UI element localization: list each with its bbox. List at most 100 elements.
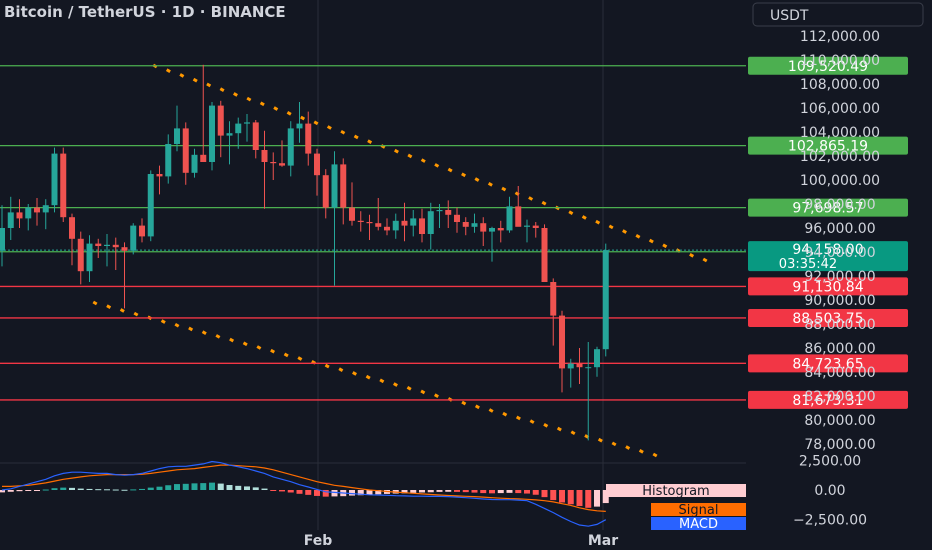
candle-body[interactable]	[139, 225, 145, 237]
candle-body[interactable]	[69, 217, 75, 239]
candle-body[interactable]	[261, 150, 268, 162]
candle-body[interactable]	[279, 163, 285, 166]
price-tick-label: 84,000.00	[804, 365, 875, 381]
candle-body[interactable]	[112, 244, 119, 248]
candle-body[interactable]	[506, 206, 513, 231]
price-tick-label: 100,000.00	[800, 173, 880, 189]
candle-body[interactable]	[419, 218, 425, 234]
level-price-badge	[748, 390, 908, 409]
candle-body[interactable]	[60, 153, 67, 218]
currency-button-label[interactable]: USDT	[770, 8, 809, 24]
candle-body[interactable]	[471, 223, 478, 227]
candle-body[interactable]	[550, 282, 557, 316]
candle-body[interactable]	[410, 218, 417, 226]
candle-body[interactable]	[340, 164, 347, 208]
candle-body[interactable]	[602, 250, 609, 350]
candle-body[interactable]	[392, 220, 399, 231]
channel-dot	[420, 389, 426, 395]
macd-histogram-bar	[602, 490, 609, 504]
candle-body[interactable]	[226, 133, 233, 136]
candle-body[interactable]	[7, 212, 14, 228]
candle-body[interactable]	[401, 220, 408, 226]
candle-body[interactable]	[200, 154, 207, 162]
time-axis[interactable]: Feb Mar	[304, 533, 618, 549]
candle-body[interactable]	[25, 207, 32, 219]
macd-histogram-bar	[524, 490, 530, 494]
candle-body[interactable]	[436, 210, 443, 212]
candle-body[interactable]	[480, 223, 487, 232]
candle-body[interactable]	[130, 225, 137, 251]
macd-legend-label: Signal	[679, 503, 719, 518]
candle-body[interactable]	[349, 207, 355, 221]
macd-histogram-bar	[121, 489, 128, 491]
candle-body[interactable]	[576, 363, 583, 368]
candle-body[interactable]	[541, 228, 548, 282]
candle-body[interactable]	[252, 122, 259, 150]
candle-body[interactable]	[427, 211, 434, 234]
candle-body[interactable]	[567, 363, 574, 369]
candle-body[interactable]	[497, 228, 504, 231]
macd-histogram-bar	[25, 490, 32, 491]
level-price-badge	[748, 277, 908, 296]
candle-body[interactable]	[366, 222, 373, 224]
candle-body[interactable]	[585, 367, 592, 369]
macd-histogram-bar	[34, 490, 40, 491]
channel-dot	[474, 404, 480, 410]
candle-body[interactable]	[445, 210, 452, 215]
candle-body[interactable]	[86, 243, 93, 272]
candle-body[interactable]	[209, 105, 215, 162]
candle-body[interactable]	[462, 222, 469, 227]
price-axis[interactable]: 114,000.00112,000.00110,000.00108,000.00…	[800, 5, 880, 453]
candle-body[interactable]	[489, 228, 495, 232]
candle-body[interactable]	[0, 228, 5, 251]
candle-body[interactable]	[95, 243, 102, 246]
price-tick-label: 88,000.00	[804, 317, 875, 333]
candle-body[interactable]	[322, 175, 329, 208]
candle-body[interactable]	[296, 123, 303, 129]
candle-body[interactable]	[524, 225, 530, 227]
candle-body[interactable]	[51, 153, 58, 206]
macd-histogram-bar	[296, 490, 303, 494]
candle-body[interactable]	[217, 105, 224, 136]
channel-dot	[487, 181, 493, 187]
candle-body[interactable]	[375, 223, 382, 227]
candle-body[interactable]	[314, 153, 320, 176]
candle-body[interactable]	[515, 206, 522, 227]
candle-body[interactable]	[156, 174, 163, 177]
candle-body[interactable]	[16, 212, 23, 219]
macd-histogram-bar	[489, 490, 495, 494]
candle-body[interactable]	[594, 349, 600, 368]
channel-dot	[611, 441, 617, 447]
candle-body[interactable]	[244, 122, 250, 124]
candle-body[interactable]	[532, 225, 539, 228]
candle-body[interactable]	[121, 247, 128, 251]
currency-button[interactable]	[752, 2, 924, 27]
candle-body[interactable]	[182, 128, 189, 173]
horizontal-levels[interactable]: 109,520.49102,865.1997,698.5794,020.6491…	[0, 56, 908, 409]
candle-body[interactable]	[331, 164, 338, 208]
candle-body[interactable]	[191, 154, 198, 173]
candle-body[interactable]	[104, 244, 110, 246]
candle-body[interactable]	[77, 238, 84, 272]
candle-body[interactable]	[174, 128, 180, 144]
candle-body[interactable]	[384, 226, 390, 231]
candle-body[interactable]	[235, 123, 242, 134]
candle-body[interactable]	[559, 315, 565, 369]
candle-body[interactable]	[305, 123, 312, 154]
channel-dot	[246, 96, 252, 102]
candle-body[interactable]	[34, 207, 40, 213]
candle-body[interactable]	[270, 162, 277, 164]
channel-dot	[581, 215, 587, 220]
level-price-label: 88,503.75	[792, 311, 863, 327]
candle-body[interactable]	[357, 220, 364, 222]
candle-body[interactable]	[42, 205, 49, 213]
candle-body[interactable]	[454, 214, 460, 222]
candle-body[interactable]	[147, 174, 154, 237]
macd-histogram-bar	[69, 487, 75, 490]
candle-body[interactable]	[165, 144, 172, 177]
candlestick-series[interactable]	[0, 64, 609, 441]
channel-dot	[420, 158, 426, 163]
candle-body[interactable]	[287, 128, 294, 166]
